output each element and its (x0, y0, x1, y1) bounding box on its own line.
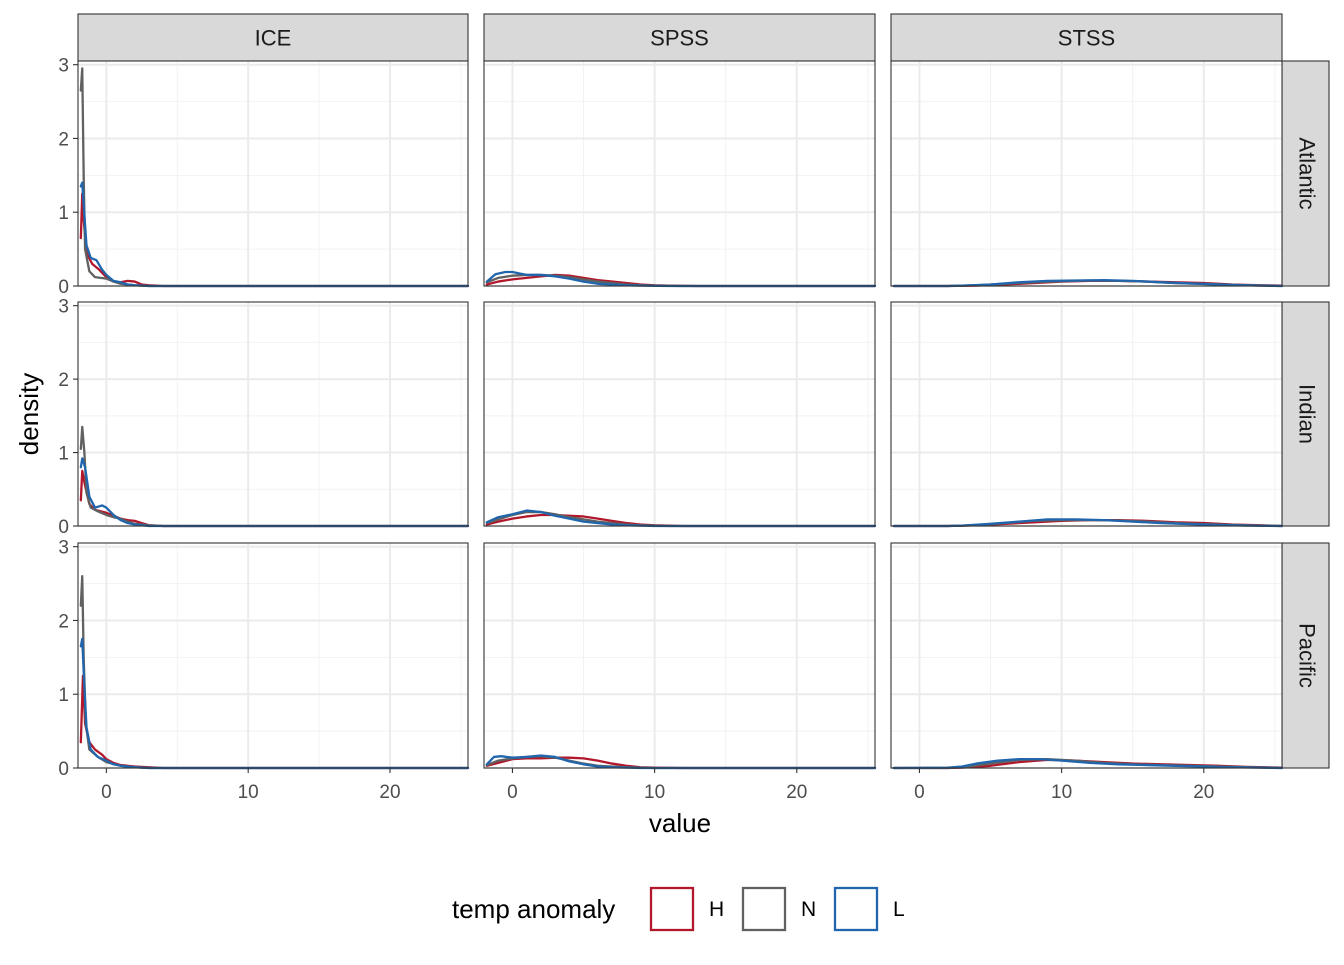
y-tick-label: 3 (58, 56, 69, 77)
panel-indian-spss (483, 301, 877, 528)
panel-indian-ice (77, 301, 470, 528)
y-tick-label: 0 (58, 277, 69, 298)
legend-label-h: H (709, 898, 724, 921)
panel-indian-stss (890, 301, 1284, 528)
facet-strip-label-pacific: Pacific (1295, 623, 1320, 688)
legend-item-h: H (649, 886, 724, 932)
density-line-l (79, 457, 470, 528)
facet-strip-indian (1281, 301, 1330, 527)
facet-strip-label-atlantic: Atlantic (1295, 137, 1320, 209)
x-tick-label: 10 (1051, 782, 1072, 803)
y-tick-label: 2 (58, 129, 69, 150)
facet-strip-stss (890, 13, 1283, 62)
density-line-l (892, 758, 1284, 770)
facet-strip-label-indian: Indian (1295, 384, 1320, 444)
legend-key-l (833, 886, 879, 932)
facet-strip-atlantic (1281, 60, 1330, 287)
legend-item-l: L (833, 886, 905, 932)
facet-strip-label-stss: STSS (1058, 26, 1115, 51)
x-axis-title: value (649, 808, 711, 838)
panel-border (77, 301, 469, 527)
panel-border (483, 301, 876, 527)
panel-background (78, 543, 468, 768)
panel-pacific-ice (77, 542, 470, 770)
facet-strip-ice (77, 13, 469, 62)
y-tick-label: 3 (58, 538, 69, 559)
panel-background (891, 543, 1282, 768)
panel-border (890, 542, 1283, 769)
panel-background (78, 302, 468, 526)
facet-strip-label-ice: ICE (255, 26, 292, 51)
x-tick-label: 20 (786, 782, 807, 803)
density-line-l (79, 637, 470, 770)
legend-label-n: N (801, 898, 816, 921)
panel-atlantic-ice (77, 60, 470, 288)
y-tick-label: 2 (58, 370, 69, 391)
panel-background (891, 61, 1282, 286)
panel-pacific-stss (890, 542, 1284, 770)
legend-item-n: N (741, 886, 816, 932)
panel-border (483, 542, 876, 769)
y-tick-label: 1 (58, 444, 69, 465)
panel-border (77, 60, 469, 287)
legend-key-n (741, 886, 787, 932)
panel-atlantic-stss (890, 60, 1284, 288)
x-tick-label: 0 (507, 782, 518, 803)
panel-border (890, 60, 1283, 287)
density-line-l (485, 509, 877, 528)
x-tick-label: 0 (101, 782, 112, 803)
panel-background (891, 302, 1282, 526)
panel-pacific-spss (483, 542, 877, 770)
x-tick-label: 10 (238, 782, 259, 803)
density-line-l (892, 278, 1284, 288)
legend-label-l: L (893, 898, 905, 921)
panel-border (77, 542, 469, 769)
y-tick-label: 1 (58, 203, 69, 224)
y-tick-label: 1 (58, 685, 69, 706)
y-tick-label: 3 (58, 297, 69, 318)
legend-title: temp anomaly (452, 894, 615, 924)
density-line-l (485, 754, 877, 770)
density-line-l (892, 518, 1284, 528)
panel-background (484, 61, 875, 286)
y-tick-label: 2 (58, 611, 69, 632)
x-tick-label: 10 (644, 782, 665, 803)
panel-background (78, 61, 468, 286)
panel-background (484, 302, 875, 526)
y-axis-title: density (14, 373, 44, 455)
legend: temp anomaly H N L (452, 886, 905, 932)
panel-border (890, 301, 1283, 527)
facet-strip-label-spss: SPSS (650, 26, 709, 51)
panel-background (484, 543, 875, 768)
density-line-l (79, 181, 470, 288)
panel-atlantic-spss (483, 60, 877, 288)
panel-border (483, 60, 876, 287)
x-tick-label: 20 (1193, 782, 1214, 803)
legend-key-h (649, 886, 695, 932)
density-line-l (485, 270, 877, 288)
y-tick-label: 0 (58, 517, 69, 538)
x-tick-label: 20 (379, 782, 400, 803)
facet-strip-pacific (1281, 542, 1330, 769)
y-tick-label: 0 (58, 759, 69, 780)
x-tick-label: 0 (914, 782, 925, 803)
facet-strip-spss (483, 13, 876, 62)
